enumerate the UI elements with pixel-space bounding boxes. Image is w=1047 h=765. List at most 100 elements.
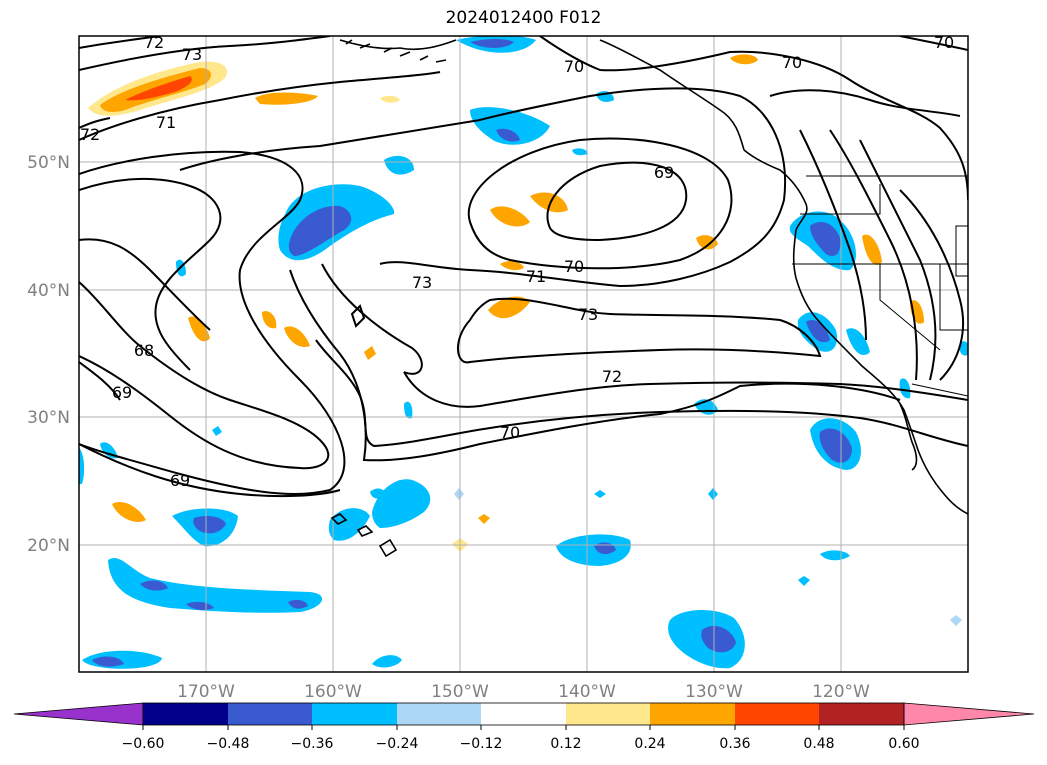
negative-anomaly-n-1-core <box>470 39 514 48</box>
colorbar-tick-label: −0.48 <box>207 736 250 752</box>
lon-label-120w: 120°W <box>812 682 870 702</box>
colorbar-tick-label: −0.12 <box>460 736 503 752</box>
colorbar-bin <box>397 703 481 725</box>
contour-eastern-3 <box>859 139 937 381</box>
negative-anomaly-s-2 <box>108 557 323 613</box>
contour-69-bottom-left <box>79 361 121 401</box>
negative-anomaly-s-4 <box>372 479 431 528</box>
alaska-islands <box>345 39 447 63</box>
contour-70-ring <box>467 137 733 270</box>
colorbar-bin <box>312 703 397 725</box>
contour-label: 73 <box>182 45 202 64</box>
positive-anomaly-small <box>255 92 318 105</box>
nv-ut-border <box>939 264 968 331</box>
negative-anomaly-s-2-core-2 <box>186 601 214 611</box>
colorbar-bin <box>735 703 819 725</box>
negative-anomaly-dot-1 <box>594 490 606 498</box>
contour-labels: 72 73 71 72 70 70 70 69 70 71 73 73 68 6… <box>80 33 954 490</box>
contour-68-west <box>79 281 330 470</box>
positive-anomaly-nw-max <box>125 76 192 101</box>
positive-anomaly-s-2 <box>478 514 490 524</box>
negative-anomaly-s-5 <box>370 488 386 499</box>
baja-coast <box>899 403 918 471</box>
contour-72-center <box>403 371 968 408</box>
negative-anomaly-s-6 <box>556 534 631 566</box>
contour-label: 72 <box>602 367 622 386</box>
contour-eastern-1 <box>769 89 961 117</box>
lon-label-160w: 160°W <box>304 682 362 702</box>
positive-anomaly-small-3 <box>380 95 400 103</box>
lon-label-170w: 170°W <box>177 682 235 702</box>
positive-anomaly-center-2 <box>530 192 568 213</box>
colorbar-extend-high <box>903 702 1035 726</box>
negative-anomaly-n-5 <box>572 148 588 156</box>
negative-anomaly-e-3 <box>846 328 870 356</box>
colorbar-tick-label: −0.60 <box>122 736 165 752</box>
colorbar-bin <box>481 703 566 725</box>
lon-label-150w: 150°W <box>431 682 489 702</box>
contour-70-top-east <box>899 36 968 51</box>
colorbar-frame <box>142 702 905 726</box>
negative-anomaly-s-10 <box>820 550 850 561</box>
hawaii-island-3 <box>378 538 398 558</box>
colorbar: −0.60 −0.48 −0.36 −0.24 −0.12 0.12 0.24 … <box>13 702 1035 752</box>
negative-anomaly-e-6 <box>959 341 968 356</box>
bc-coast <box>743 149 808 231</box>
colorbar-tick-label: −0.24 <box>376 736 419 752</box>
positive-anomaly-center-3 <box>488 296 530 319</box>
contour-label: 69 <box>654 163 674 182</box>
contour-label: 70 <box>934 33 954 52</box>
contour-eastern-2 <box>829 129 918 381</box>
colorbar-extend-low <box>13 702 144 726</box>
negative-anomaly-dot-3 <box>454 488 464 500</box>
political-borders <box>792 175 968 397</box>
positive-anomaly-center-5 <box>696 235 718 250</box>
contour-69-low <box>546 161 688 242</box>
us-west-coast <box>792 229 968 515</box>
hawaii-island-2 <box>356 525 374 537</box>
lat-label-30n: 30°N <box>27 408 70 428</box>
contour-eastern-5 <box>899 189 964 381</box>
colorbar-tick-label: 0.60 <box>888 736 919 752</box>
contour-label: 70 <box>564 257 584 276</box>
contour-label: 73 <box>578 305 598 324</box>
negative-anomaly-dot-5 <box>950 615 962 626</box>
ca-nv-border <box>879 264 941 351</box>
contour-eastern-4 <box>799 129 867 341</box>
anomaly-fills <box>79 36 968 669</box>
us-mexico-border <box>911 383 968 397</box>
negative-anomaly-s-7-core <box>701 626 736 653</box>
negative-anomaly-s-3 <box>328 508 370 541</box>
contour-69-south <box>79 443 341 498</box>
contour-73-west <box>321 263 423 375</box>
contour-label: 69 <box>112 383 132 402</box>
negative-anomaly-dot-2 <box>708 488 718 500</box>
colorbar-bin <box>143 703 228 725</box>
negative-anomaly-e-2-core <box>806 320 830 343</box>
negative-anomaly-n-4 <box>384 155 414 175</box>
positive-anomaly-s-3 <box>364 346 376 360</box>
contour-73-north <box>79 36 331 71</box>
coastlines <box>330 39 968 558</box>
colorbar-bin <box>228 703 312 725</box>
colorbar-tick-label: 0.24 <box>634 736 665 752</box>
id-box <box>955 225 968 277</box>
contour-70-south <box>289 269 901 462</box>
negative-anomaly-sw-edge <box>79 448 85 484</box>
negative-anomaly-s-1-core <box>193 516 226 534</box>
contour-72-west <box>79 117 111 129</box>
map-frame <box>78 35 969 673</box>
contour-label: 70 <box>500 423 520 442</box>
negative-anomaly-n-2-core <box>496 128 520 142</box>
positive-anomaly-center-1 <box>490 206 530 227</box>
positive-anomaly-small-2 <box>730 54 758 65</box>
positive-anomaly-sw <box>112 501 146 523</box>
longitude-labels: 170°W 160°W 150°W 140°W 130°W 120°W <box>177 682 870 702</box>
negative-anomaly-s-8-core <box>92 656 124 667</box>
contour-label: 70 <box>782 53 802 72</box>
wa-or-border <box>800 184 881 215</box>
hawaii-island-1 <box>330 513 348 525</box>
map-title: 2024012400 F012 <box>445 8 602 28</box>
contour-label: 72 <box>144 33 164 52</box>
